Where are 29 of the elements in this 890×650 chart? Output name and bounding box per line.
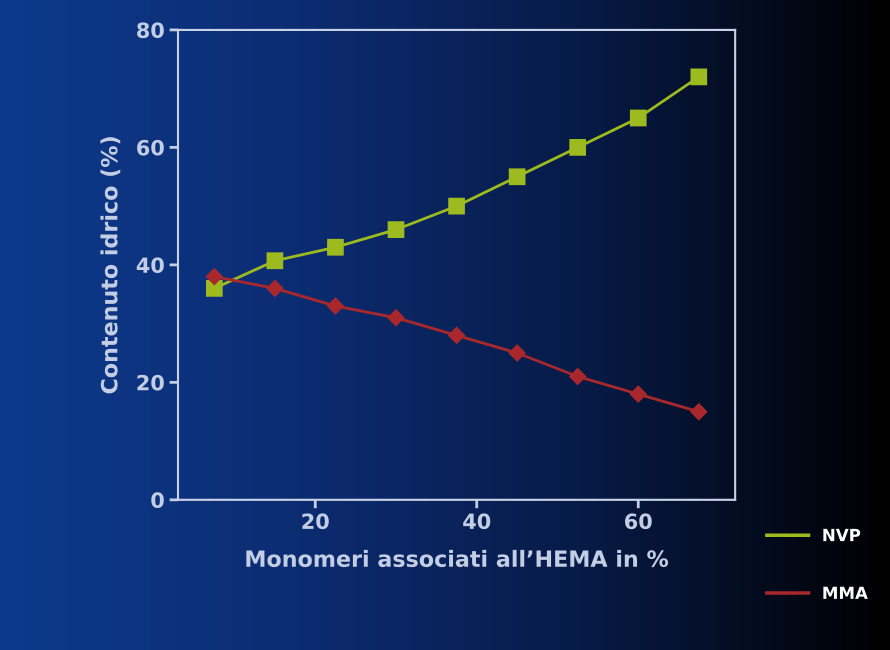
point <box>327 238 344 256</box>
point <box>448 198 465 214</box>
point <box>690 68 708 86</box>
y-tick-label: 40 <box>136 257 164 274</box>
point <box>690 403 708 420</box>
legend-label: MMA <box>823 586 868 599</box>
point <box>630 386 647 403</box>
y-tick-label: 20 <box>137 374 164 391</box>
x-axis-title: Monomeri associati all’HEMA in % <box>246 550 668 568</box>
point <box>266 280 284 297</box>
point <box>630 110 647 126</box>
point <box>569 139 586 156</box>
point <box>448 326 466 344</box>
y-tick-label: 60 <box>137 140 164 156</box>
point <box>508 168 526 186</box>
point <box>388 221 404 238</box>
y-tick-label: 0 <box>151 492 164 508</box>
y-axis-title: Contenuto idrico (%) <box>100 137 120 394</box>
point <box>326 297 344 315</box>
x-tick-label: 20 <box>302 513 329 530</box>
point <box>387 309 405 326</box>
point <box>266 252 284 270</box>
x-tick-label: 40 <box>463 513 490 530</box>
point <box>508 344 526 362</box>
x-tick-label: 60 <box>625 513 652 530</box>
point <box>206 268 223 286</box>
y-tick-label: 80 <box>137 22 164 38</box>
point <box>569 368 586 386</box>
legend-label: NVP <box>823 528 860 542</box>
